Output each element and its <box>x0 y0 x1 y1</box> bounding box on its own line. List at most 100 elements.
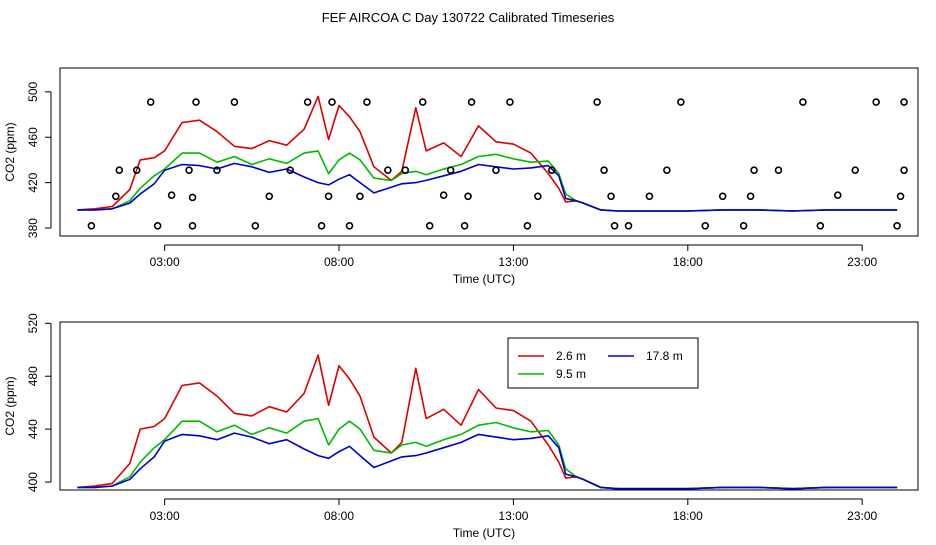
y-tick-label: 460 <box>26 127 40 147</box>
calibration-point <box>384 166 392 174</box>
series-line-17-8-mm <box>77 432 898 490</box>
y-axis: 400 440 480 520 CO2 (ppm) <box>3 313 52 492</box>
calibration-point <box>607 192 615 201</box>
legend-label: 9.5 m <box>556 367 586 381</box>
calibration-point <box>286 166 294 174</box>
calibration-point <box>317 221 326 230</box>
x-axis-label: Time (UTC) <box>453 272 515 286</box>
calibration-point <box>112 192 120 201</box>
calibration-point <box>896 192 905 201</box>
y-tick-label: 500 <box>26 82 40 102</box>
plot-frame <box>59 321 919 491</box>
calibration-point <box>718 192 727 201</box>
legend-label: 2.6 m <box>556 349 586 363</box>
calibration-point <box>303 98 312 106</box>
y-axis: 380 420 460 500 CO2 (ppm) <box>3 82 52 238</box>
x-tick-label: 23:00 <box>847 509 877 523</box>
calibration-point <box>356 192 364 201</box>
calibration-point <box>132 166 141 174</box>
calibration-point <box>610 221 619 230</box>
y-tick-label: 400 <box>26 472 40 492</box>
calibration-point <box>87 221 96 230</box>
x-tick-label: 13:00 <box>498 255 528 269</box>
calibration-point <box>460 221 469 230</box>
calibration-point <box>324 192 333 201</box>
plot-frame <box>59 67 919 237</box>
calibration-point <box>534 192 542 201</box>
series-line-9-5-mm <box>77 150 898 212</box>
y-tick-label: 420 <box>26 172 40 192</box>
x-tick-label: 13:00 <box>498 509 528 523</box>
legend-label: 17.8 m <box>646 349 683 363</box>
calibration-point <box>363 98 371 106</box>
calibration-point <box>439 191 448 199</box>
calibration-point <box>213 166 221 174</box>
calibration-point <box>188 221 197 230</box>
calibration-point <box>600 166 608 174</box>
calibration-point <box>251 221 260 230</box>
calibration-point <box>446 166 455 174</box>
y-tick-label: 520 <box>26 313 40 333</box>
calibration-point <box>464 192 472 201</box>
x-tick-label: 08:00 <box>324 509 354 523</box>
calibration-point <box>799 98 807 106</box>
calibration-point <box>739 221 748 230</box>
calibration-point <box>328 98 336 106</box>
calibration-point <box>230 98 239 106</box>
calibration-point <box>401 166 410 174</box>
calibration-point <box>677 98 685 106</box>
x-tick-label: 08:00 <box>324 255 354 269</box>
x-axis-label: Time (UTC) <box>453 526 515 540</box>
x-axis: 03:00 08:00 13:00 18:00 23:00 Time (UTC) <box>150 498 878 540</box>
y-axis-label: CO2 (ppm) <box>3 122 17 181</box>
calibration-point <box>115 166 124 174</box>
calibration-point <box>624 221 633 230</box>
x-tick-label: 03:00 <box>150 509 180 523</box>
x-tick-label: 18:00 <box>673 255 703 269</box>
x-tick-label: 23:00 <box>847 255 877 269</box>
figure-title: FEF AIRCOA C Day 130722 Calibrated Times… <box>322 10 615 25</box>
series-line-17-8-mm <box>77 162 898 212</box>
calibration-point <box>816 221 825 230</box>
calibration-point <box>265 192 274 201</box>
y-tick-label: 480 <box>26 366 40 386</box>
calibration-point <box>345 221 354 230</box>
calibration-point <box>750 166 758 174</box>
calibration-point <box>593 98 601 106</box>
calibration-point <box>893 221 901 230</box>
calibration-point <box>663 166 671 174</box>
calibration-point <box>833 191 842 199</box>
calibration-point <box>851 166 860 174</box>
series-line-9-5-mm <box>77 417 898 490</box>
calibration-point <box>425 221 434 230</box>
legend-box <box>507 337 699 389</box>
calibration-point <box>467 98 476 106</box>
calibration-point <box>523 221 532 230</box>
calibration-point <box>185 166 193 174</box>
calibration-point <box>774 166 783 174</box>
calibration-point <box>418 98 427 106</box>
calibration-point <box>506 98 514 106</box>
x-tick-label: 03:00 <box>150 255 180 269</box>
x-axis: 03:00 08:00 13:00 18:00 23:00 Time (UTC) <box>150 244 878 286</box>
calibration-point <box>645 192 654 201</box>
calibration-point <box>146 98 155 106</box>
y-tick-label: 440 <box>26 419 40 439</box>
calibration-point <box>153 221 162 230</box>
calibration-point <box>188 193 197 202</box>
calibration-point <box>167 191 176 199</box>
calibration-point <box>192 98 200 106</box>
top-panel: 03:00 08:00 13:00 18:00 23:00 Time (UTC) 380 42… <box>3 67 919 286</box>
calibration-point <box>701 221 710 230</box>
calibration-point <box>547 166 556 174</box>
x-tick-label: 18:00 <box>673 509 703 523</box>
calibration-point <box>746 192 755 201</box>
bottom-panel: 03:00 08:00 13:00 18:00 23:00 Time (UTC) 400 44… <box>3 313 919 540</box>
calibration-point <box>492 166 500 174</box>
y-axis-label: CO2 (ppm) <box>3 376 17 435</box>
calibration-point <box>900 166 908 174</box>
calibration-point <box>872 98 880 106</box>
y-tick-label: 380 <box>26 218 40 238</box>
calibration-point <box>900 98 908 106</box>
